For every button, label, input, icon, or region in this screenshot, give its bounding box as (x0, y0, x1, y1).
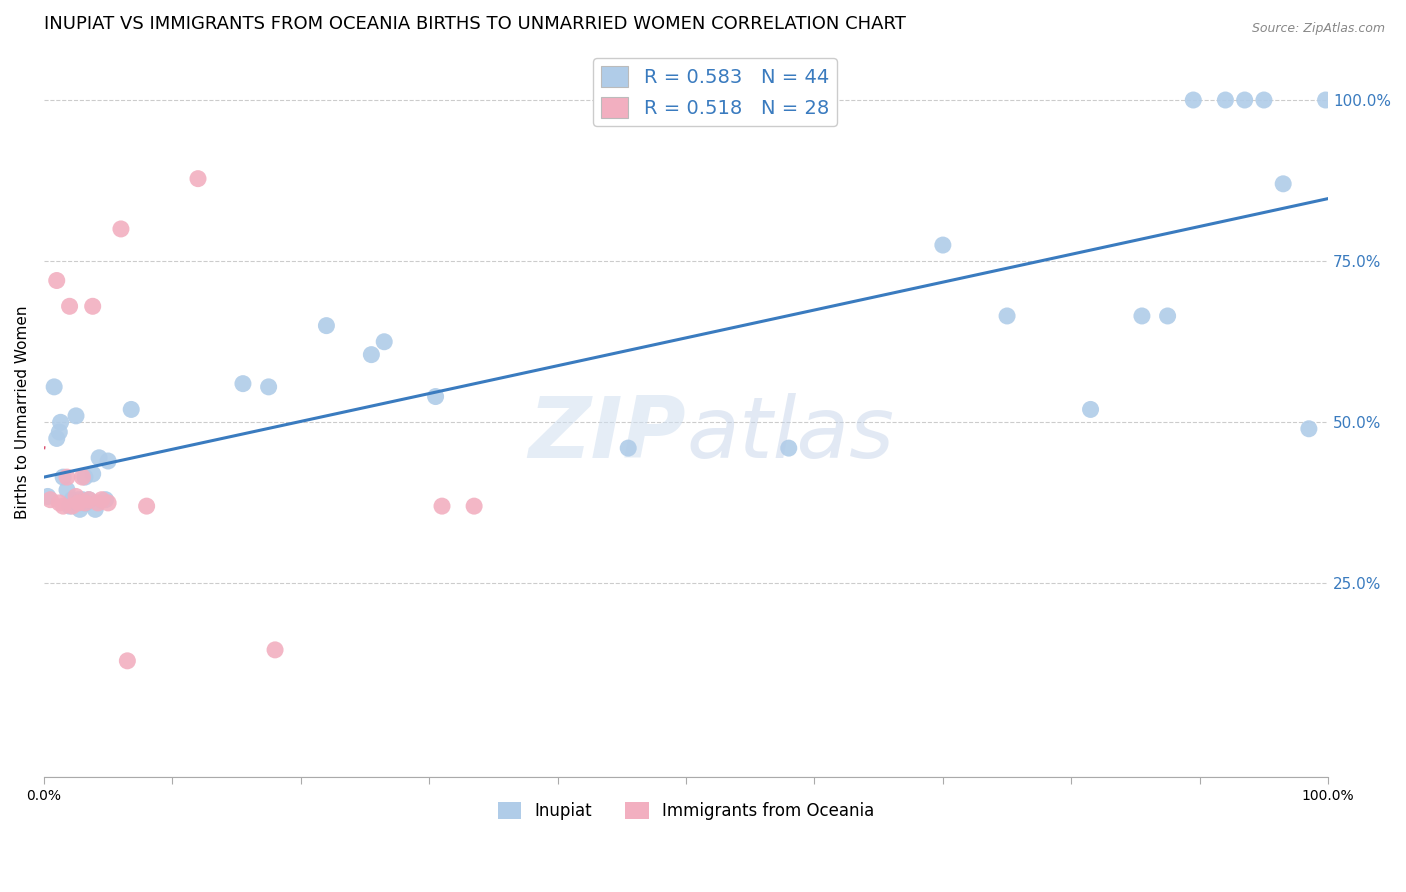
Point (65, 409, 87, 423)
Point (44, 380, 66, 394)
Point (75, 496, 97, 510)
Point (110, 222, 132, 236)
Point (56, 470, 79, 484)
Point (62, 496, 84, 510)
Point (52, 499, 75, 513)
Point (84, 502, 107, 516)
Point (1156, 309, 1178, 323)
Point (48, 496, 70, 510)
Point (1080, 402, 1102, 417)
Point (72, 470, 94, 484)
Point (373, 334, 395, 349)
Point (72, 492, 94, 507)
Point (60, 499, 83, 513)
Point (37, 490, 59, 504)
Point (67, 492, 90, 507)
Point (135, 499, 157, 513)
Point (58, 499, 80, 513)
Point (1130, 309, 1153, 323)
Point (932, 238, 955, 252)
Point (1215, 93, 1237, 107)
Point (77, 492, 100, 507)
Point (360, 348, 382, 362)
Point (425, 390, 447, 404)
Point (97, 496, 120, 510)
Point (97, 454, 120, 468)
Point (73, 496, 96, 510)
Point (82, 467, 104, 481)
Point (232, 376, 254, 391)
Point (995, 309, 1018, 323)
Point (73, 470, 96, 484)
Point (430, 499, 453, 513)
Point (49, 415, 72, 429)
Point (257, 380, 280, 394)
Point (82, 299, 104, 313)
Point (778, 441, 800, 455)
Point (617, 441, 640, 455)
Point (45, 273, 67, 287)
Point (1298, 422, 1320, 436)
Point (315, 318, 337, 333)
Point (463, 499, 485, 513)
Point (39, 492, 62, 507)
Text: INUPIAT VS IMMIGRANTS FROM OCEANIA BIRTHS TO UNMARRIED WOMEN CORRELATION CHART: INUPIAT VS IMMIGRANTS FROM OCEANIA BIRTH… (44, 15, 905, 33)
Point (48, 425, 70, 439)
Point (73, 496, 96, 510)
Point (69, 502, 91, 516)
Legend: Inupiat, Immigrants from Oceania: Inupiat, Immigrants from Oceania (491, 796, 882, 827)
Point (1253, 93, 1275, 107)
Point (87, 450, 110, 465)
Point (67, 496, 90, 510)
Point (187, 171, 209, 186)
Text: Source: ZipAtlas.com: Source: ZipAtlas.com (1251, 22, 1385, 36)
Text: atlas: atlas (686, 393, 894, 476)
Point (52, 470, 75, 484)
Point (56, 483, 79, 497)
Point (120, 402, 142, 417)
Text: ZIP: ZIP (529, 393, 686, 476)
Point (60, 492, 83, 507)
Point (90, 492, 112, 507)
Point (94, 492, 117, 507)
Point (117, 654, 139, 668)
Point (1315, 93, 1337, 107)
Point (264, 643, 287, 657)
Y-axis label: Births to Unmarried Women: Births to Unmarried Women (15, 306, 30, 519)
Point (58, 299, 80, 313)
Point (65, 490, 87, 504)
Point (1272, 177, 1295, 191)
Point (1233, 93, 1256, 107)
Point (77, 492, 100, 507)
Point (45, 432, 67, 446)
Point (1182, 93, 1205, 107)
Point (87, 496, 110, 510)
